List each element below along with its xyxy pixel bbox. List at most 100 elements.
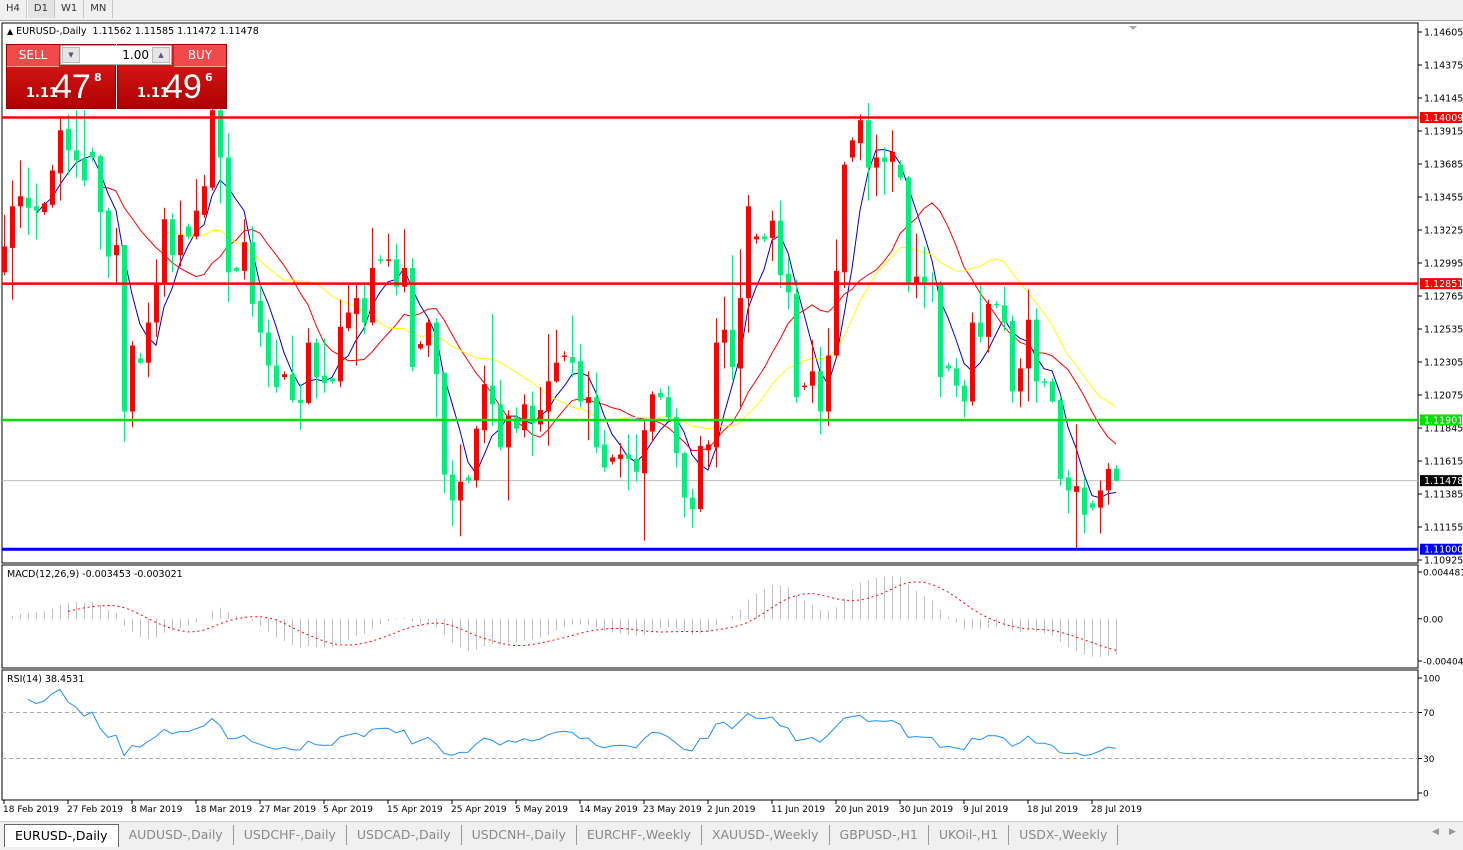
candle-body — [378, 259, 383, 261]
rsi-title: RSI(14) 38.4531 — [7, 674, 85, 685]
candle-body — [714, 342, 719, 448]
candle-body — [122, 245, 127, 412]
candle — [194, 179, 199, 240]
candle-body — [138, 358, 143, 363]
candle — [954, 358, 959, 398]
candle-body — [642, 430, 647, 474]
candle — [1010, 315, 1015, 403]
candle-body — [330, 378, 335, 382]
rsi-axis-label: 70 — [1423, 709, 1435, 719]
price-tick-label: 1.11155 — [1424, 523, 1463, 534]
candle — [26, 167, 31, 236]
candle — [730, 255, 735, 380]
tab-usdx-weekly[interactable]: USDX-,Weekly — [1009, 825, 1119, 845]
tab-eurchf-weekly[interactable]: EURCHF-,Weekly — [577, 825, 702, 845]
candle — [602, 430, 607, 472]
candle-body — [274, 365, 279, 388]
candle-body — [554, 362, 559, 382]
candle-body — [970, 322, 975, 402]
timeframe-d1-button[interactable]: D1 — [26, 0, 55, 18]
candle-body — [250, 242, 255, 304]
timeframe-w1-button[interactable]: W1 — [55, 0, 85, 18]
macd-histogram — [12, 575, 1117, 657]
candle — [74, 110, 79, 178]
collapse-triangle-icon[interactable]: ▲ — [7, 27, 14, 36]
tab-eurusd-daily[interactable]: EURUSD-,Daily — [4, 823, 119, 847]
candle — [338, 299, 343, 388]
tab-xauusd-weekly[interactable]: XAUUSD-,Weekly — [702, 825, 830, 845]
timeframe-mn-button[interactable]: MN — [84, 0, 114, 18]
candle — [922, 246, 927, 309]
candle — [642, 420, 647, 541]
candle-body — [522, 404, 527, 431]
candle — [354, 282, 359, 366]
lot-increase-icon[interactable]: ▲ — [152, 47, 170, 63]
candle — [674, 408, 679, 468]
tabs-scroll-right-icon[interactable]: ▶ — [1449, 827, 1456, 837]
buy-price-main: 49 — [164, 68, 202, 106]
candle-body — [1114, 468, 1119, 481]
sell-button[interactable]: SELL — [7, 45, 59, 67]
sell-price-main: 47 — [53, 68, 91, 106]
candle-body — [986, 303, 991, 337]
candle-body — [722, 329, 727, 343]
candle-body — [314, 342, 319, 378]
horizontal-lines[interactable] — [2, 116, 1418, 551]
candle-body — [698, 445, 703, 510]
tab-usdcad-daily[interactable]: USDCAD-,Daily — [347, 825, 462, 845]
tab-ukoil-h1[interactable]: UKOil-,H1 — [929, 825, 1010, 845]
candle — [658, 388, 663, 401]
tab-usdcnh-daily[interactable]: USDCNH-,Daily — [462, 825, 577, 845]
candle-body — [306, 342, 311, 403]
candle — [1018, 358, 1023, 408]
candle — [530, 391, 535, 456]
candle — [522, 394, 527, 438]
lot-size-input[interactable] — [81, 47, 151, 63]
lot-size-stepper: ▼ ▲ — [60, 45, 172, 65]
chart-shift-marker-icon[interactable] — [1129, 26, 1137, 30]
date-label: 9 Jul 2019 — [963, 805, 1008, 815]
candle-body — [730, 329, 735, 368]
sell-price[interactable]: 1.11 47 8 — [7, 67, 115, 107]
tab-gbpusd-h1[interactable]: GBPUSD-,H1 — [830, 825, 929, 845]
rsi-axis-label: 100 — [1423, 675, 1440, 685]
tab-audusd-daily[interactable]: AUDUSD-,Daily — [119, 825, 234, 845]
price-tick-label: 1.14605 — [1424, 28, 1463, 39]
date-label: 18 Feb 2019 — [3, 805, 59, 815]
date-label: 27 Feb 2019 — [67, 805, 123, 815]
candle-body — [1034, 319, 1039, 382]
candle — [634, 434, 639, 482]
candle — [154, 259, 159, 337]
candle-body — [354, 298, 359, 314]
candle — [170, 213, 175, 273]
candle-body — [2, 246, 7, 273]
candle — [370, 227, 375, 326]
candle — [506, 410, 511, 501]
tab-usdchf-daily[interactable]: USDCHF-,Daily — [234, 825, 347, 845]
price-tick-label: 1.13225 — [1424, 226, 1463, 237]
candle — [458, 444, 463, 537]
candle — [698, 435, 703, 512]
candle-body — [866, 120, 871, 168]
candle-body — [74, 150, 79, 161]
candle — [146, 302, 151, 378]
price-tick-label: 1.10925 — [1424, 556, 1463, 567]
candle-body — [346, 312, 351, 329]
candle-body — [394, 259, 399, 287]
candle — [970, 312, 975, 406]
candle-body — [610, 457, 615, 462]
sell-price-prefix: 1.11 — [26, 86, 59, 101]
buy-price-last: 6 — [205, 71, 213, 84]
candle-body — [1050, 381, 1055, 402]
candle — [562, 351, 567, 362]
lot-decrease-icon[interactable]: ▼ — [62, 47, 80, 63]
buy-price[interactable]: 1.11 49 6 — [118, 67, 226, 107]
candle-body — [130, 345, 135, 412]
tabs-scroll-left-icon[interactable]: ◀ — [1432, 827, 1439, 837]
candle-body — [450, 474, 455, 501]
candle-body — [114, 245, 119, 256]
buy-button[interactable]: BUY — [174, 45, 226, 67]
macd-axis-label: -0.004048 — [1423, 658, 1463, 668]
timeframe-h4-button[interactable]: H4 — [0, 0, 27, 18]
